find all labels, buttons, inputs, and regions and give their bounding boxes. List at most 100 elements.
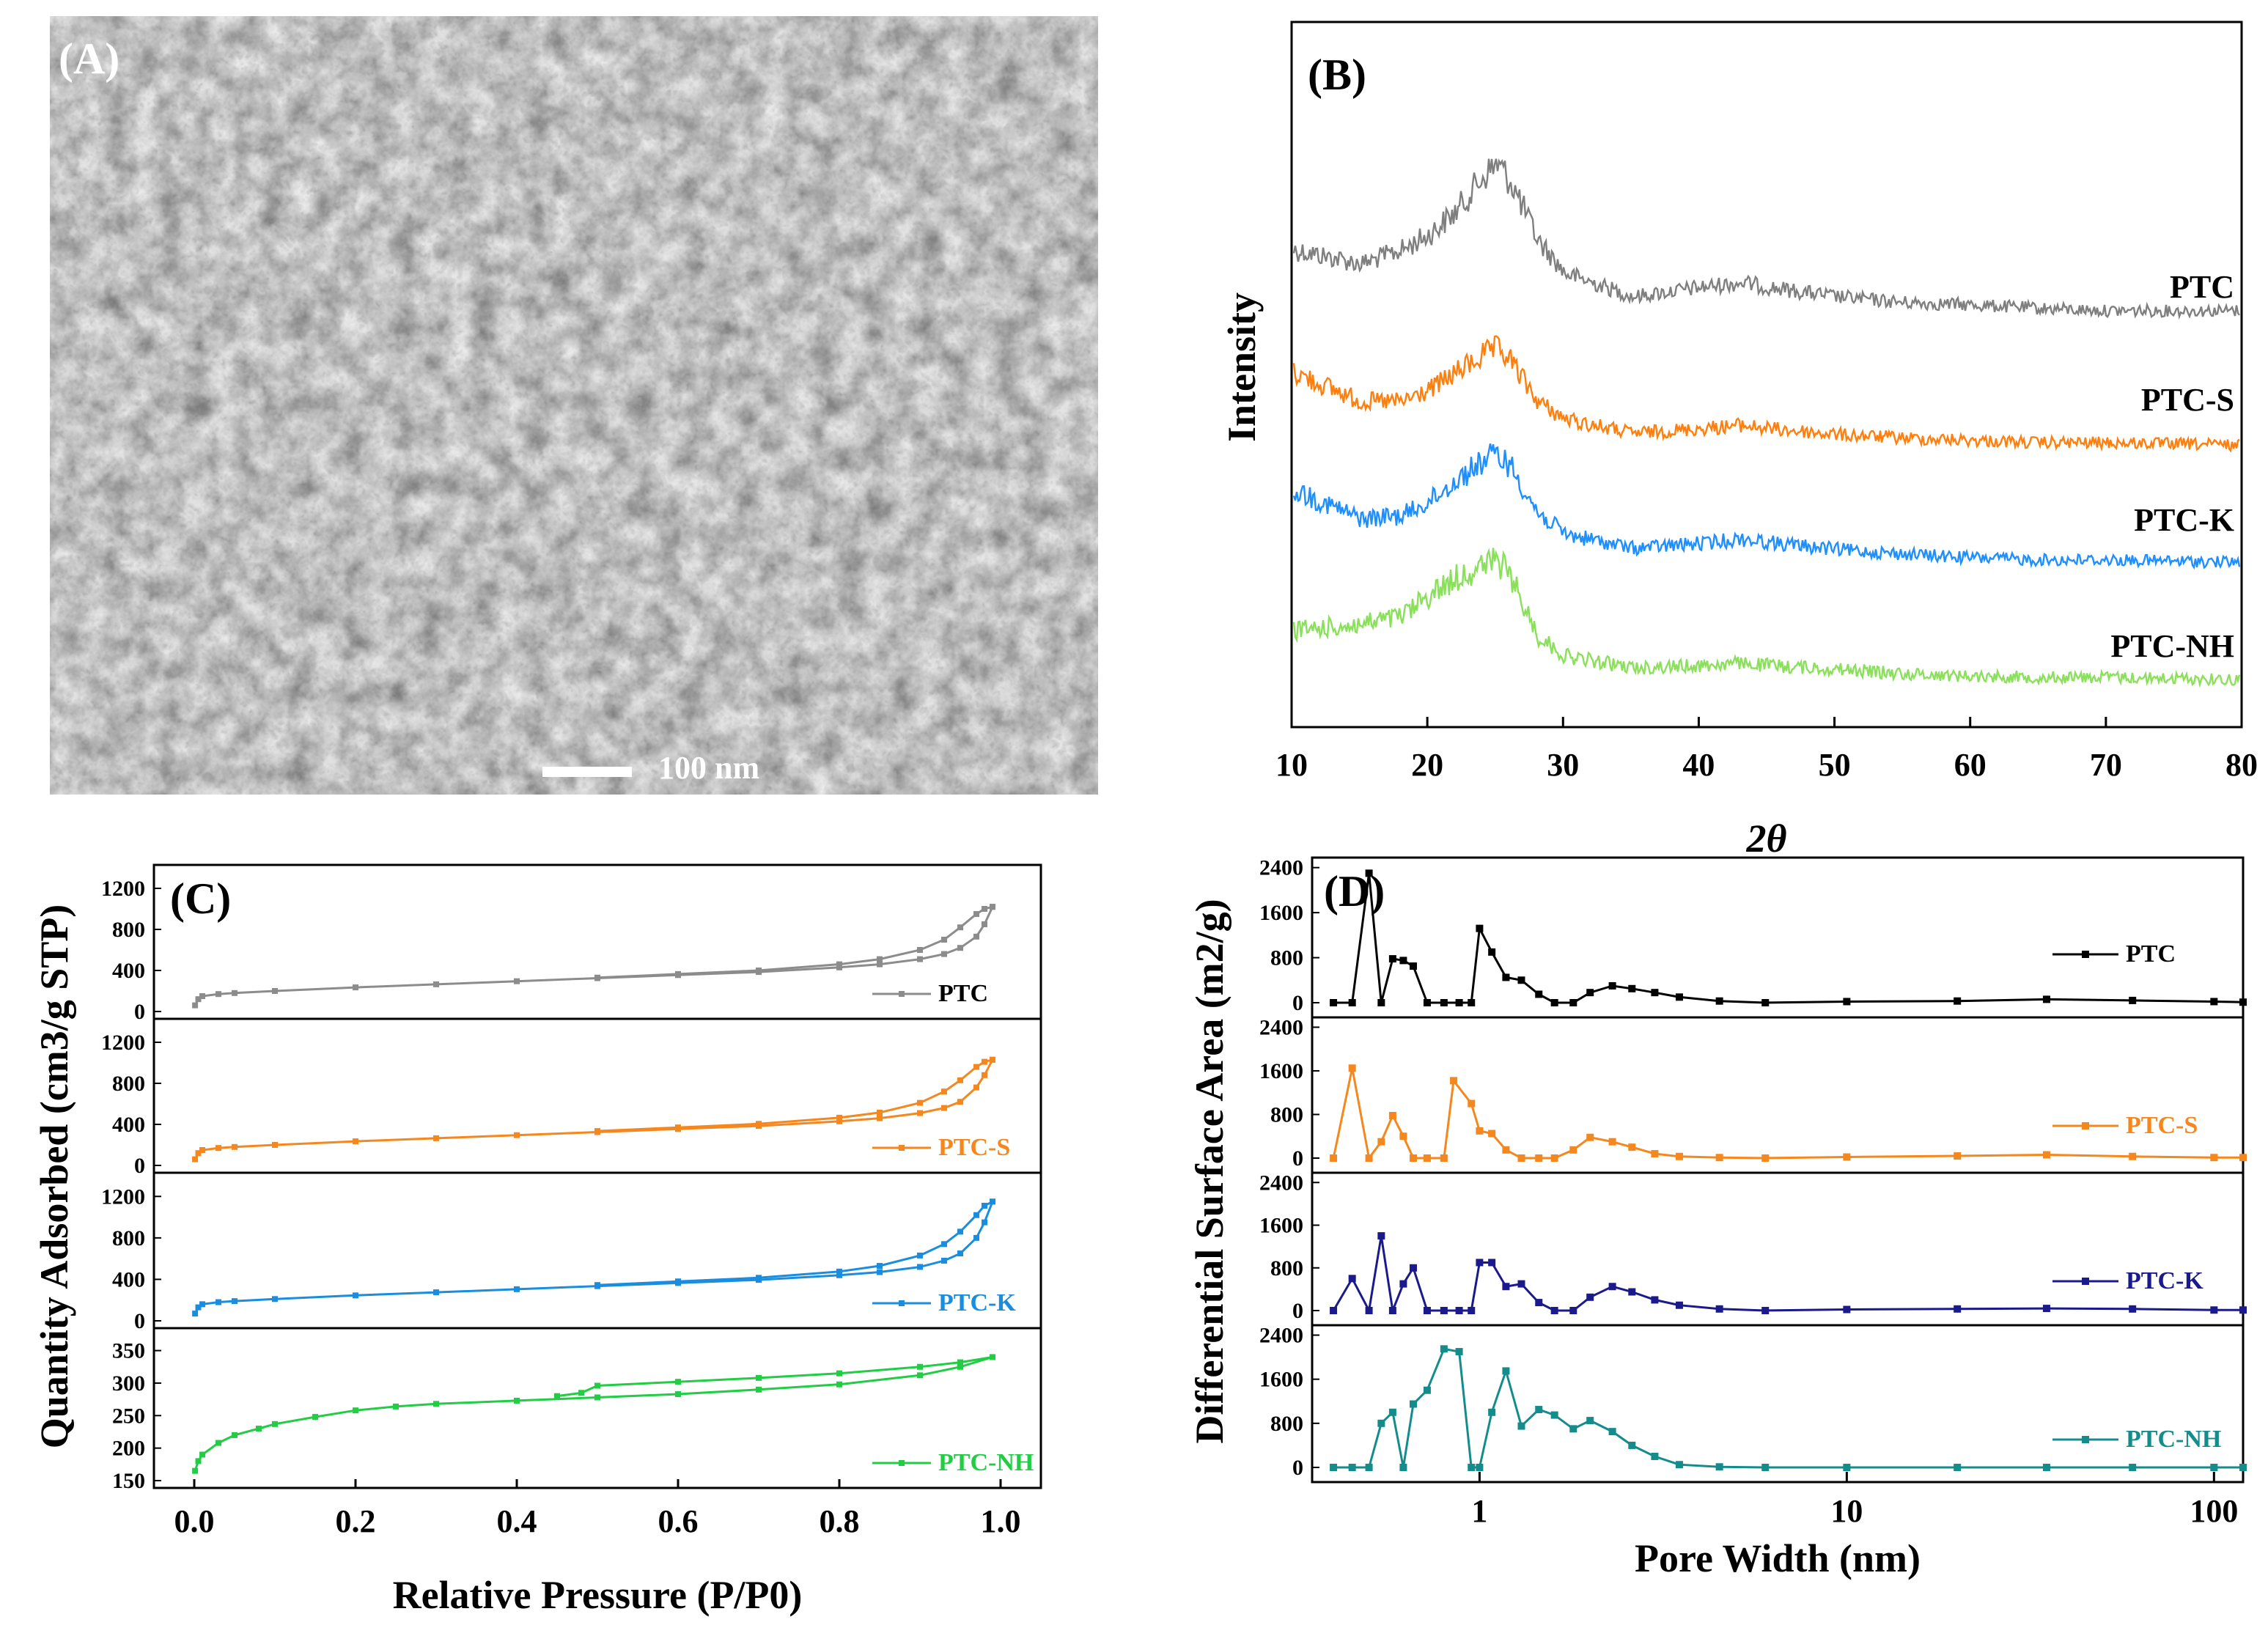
data-point-c [675,1124,681,1131]
y-tick-label-d: 800 [1270,1102,1303,1127]
data-point-c [941,1105,947,1111]
data-point-d [1348,1275,1356,1283]
y-tick-label-d: 1600 [1259,1214,1303,1238]
data-point-d [1715,1463,1723,1471]
data-point-d [1628,1288,1636,1296]
y-tick-label-c: 1200 [101,877,145,901]
data-point-c [216,1299,221,1305]
data-point-c [594,1382,600,1389]
data-point-c [982,1072,987,1078]
y-tick-label-c: 300 [112,1371,145,1396]
data-point-c [990,1198,995,1205]
data-point-c [272,1421,278,1427]
data-point-c [232,1143,238,1150]
data-point-c [199,1147,205,1153]
panel-a-label: (A) [59,34,119,83]
data-point-d [1388,1408,1396,1416]
legend-marker-c [899,1145,905,1151]
series-line-d-ptc-s [1332,1067,2243,1161]
data-point-d [1423,999,1431,1006]
data-point-c [433,981,439,987]
desorption-line-ptc-k [597,1201,993,1286]
series-label-ptc-k: PTC-K [2134,502,2234,538]
subplot-frame-d [1311,1324,2245,1484]
data-point-d [1954,1305,1962,1313]
data-point-d [1377,999,1385,1006]
data-point-c [675,1379,681,1385]
legend-marker-c [899,1460,905,1466]
plot-frame-b [1290,21,2243,729]
data-point-d [1586,989,1594,997]
data-point-d [1651,1296,1659,1304]
data-point-c [836,1272,842,1278]
data-point-d [1550,1307,1558,1314]
data-point-d [1488,1130,1496,1138]
data-point-d [1715,997,1723,1005]
data-point-d [1410,1264,1418,1272]
data-point-d [1761,999,1770,1006]
x-tick-label-c: 0.4 [497,1503,537,1539]
data-point-c [433,1135,439,1141]
data-point-c [957,1077,963,1083]
data-point-d [2210,1464,2218,1471]
data-point-c [957,1250,963,1257]
series-line-d-ptc-nh [1333,1347,2243,1469]
y-tick-label-d: 2400 [1259,1171,1303,1195]
scale-bar [542,767,632,777]
data-point-c [957,1359,963,1366]
data-point-c [957,1099,963,1105]
data-point-c [675,1391,681,1398]
data-point-d [2239,1464,2247,1471]
x-tick-label-c: 0.6 [658,1503,699,1539]
data-point-d [1440,1154,1448,1162]
data-point-c [756,1275,762,1281]
data-point-d [2042,1464,2050,1471]
data-point-c [353,984,358,991]
y-tick-label-d: 2400 [1259,1015,1303,1039]
legend-marker-d [2082,951,2089,958]
data-point-d [1488,1259,1496,1267]
data-point-c [941,951,947,957]
data-point-d [1628,1143,1636,1152]
data-point-c [877,1115,883,1121]
y-tick-label-c: 1200 [101,1031,145,1055]
series-label-ptc: PTC [2170,269,2234,305]
data-point-c [982,906,987,912]
data-point-d [1423,1307,1431,1314]
data-point-c [675,970,681,977]
data-point-d [1675,1301,1683,1309]
data-point-d [1455,999,1463,1006]
data-point-d [1675,993,1683,1001]
data-point-d [1761,1464,1770,1471]
data-point-d [1954,1152,1962,1160]
y-tick-label-c: 0 [134,1154,145,1178]
data-point-d [1377,1232,1385,1240]
data-point-c [982,1203,987,1209]
y-tick-label-d: 1600 [1259,1059,1303,1083]
data-point-d [2239,998,2247,1006]
data-point-d [1550,1154,1558,1162]
y-tick-label-c: 1200 [101,1184,145,1209]
data-point-c [982,921,987,927]
y-tick-label-d: 1600 [1259,1368,1303,1392]
data-point-d [1468,1099,1476,1108]
data-point-d [1488,948,1496,956]
data-point-d [2210,1154,2218,1162]
subplot-frame-d [1311,1171,2245,1327]
data-point-d [2129,1464,2137,1471]
data-point-c [216,1440,221,1446]
data-point-d [1675,1461,1683,1469]
data-point-c [973,933,979,940]
data-point-c [836,1381,842,1388]
adsorption-line-ptc-s [194,1059,994,1160]
subplot-frame-d [1311,856,2245,1019]
data-point-c [554,1393,560,1399]
y-tick-label-c: 150 [112,1469,145,1493]
data-point-d [1388,1307,1396,1314]
panel-b-label: (B) [1308,51,1366,99]
panel-b: (B) 10 20 30 40 50 60 70 80 2θ Intensity PTC PTC-S PT… [1220,21,2258,861]
data-point-c [393,1403,399,1410]
data-point-d [1365,1154,1373,1162]
data-point-d [1365,869,1373,877]
data-point-c [594,974,600,981]
